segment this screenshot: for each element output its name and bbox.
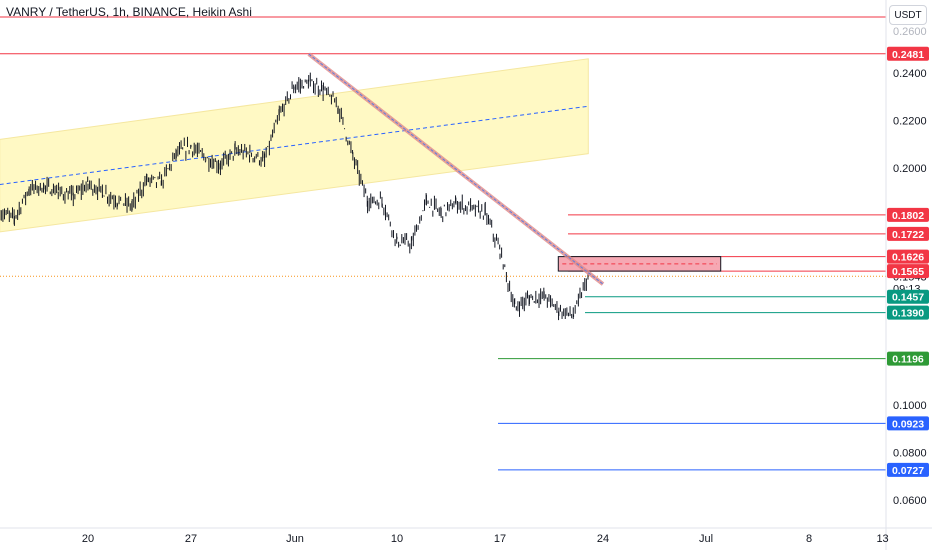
price-badge-0.1457: [887, 289, 929, 304]
price-badge-text: 0.2481: [892, 49, 924, 61]
candles: [0, 72, 589, 321]
trendline-inner: [308, 53, 604, 285]
price-badge-0.0923: [887, 416, 929, 431]
x-tick-label: 8: [806, 533, 812, 545]
currency-button[interactable]: USDT: [889, 5, 927, 25]
y-tick-label: 0.0800: [893, 448, 927, 460]
x-tick-label: 17: [494, 533, 506, 545]
price-badge-0.1626: [887, 249, 929, 264]
price-badge-0.1390: [887, 305, 929, 320]
price-badge-text: 0.1722: [892, 229, 924, 241]
price-badge-text: 0.0727: [892, 465, 924, 477]
y-tick-label: 0.1000: [893, 400, 927, 412]
price-badge-text: 0.1802: [892, 210, 924, 222]
price-badge-text: 0.1626: [892, 252, 924, 264]
price-badge-0.0727: [887, 462, 929, 477]
y-tick-label: 0.0600: [893, 495, 927, 507]
price-badge-text: 0.1457: [892, 292, 924, 304]
price-badge-0.1196: [887, 351, 929, 366]
x-tick-label: 13: [876, 533, 888, 545]
x-tick-label: 20: [82, 533, 94, 545]
price-badge-text: 0.1196: [892, 354, 924, 366]
y-tick-label: 0.2200: [893, 115, 927, 127]
x-tick-label: 27: [185, 533, 197, 545]
y-tick-label: 0.2400: [893, 68, 927, 80]
price-badge-text: 0.0923: [892, 418, 924, 430]
price-badge-0.1722: [887, 226, 929, 241]
chart-title: VANRY / TetherUS, 1h, BINANCE, Heikin As…: [6, 5, 252, 19]
y-tick-label-faded: 0.2600: [893, 26, 927, 38]
x-tick-label: Jul: [699, 533, 713, 545]
x-tick-label: 10: [391, 533, 403, 545]
price-badge-text: 0.1565: [892, 266, 924, 278]
price-badge-0.2481: [887, 46, 929, 61]
price-badge-0.1802: [887, 207, 929, 222]
y-tick-label: 0.2000: [893, 163, 927, 175]
x-tick-label: 24: [597, 533, 609, 545]
channel-midline: [0, 105, 589, 185]
price-badge-0.1565: [887, 264, 929, 279]
x-tick-label: Jun: [286, 533, 304, 545]
price-badge-text: 0.1390: [892, 308, 924, 320]
